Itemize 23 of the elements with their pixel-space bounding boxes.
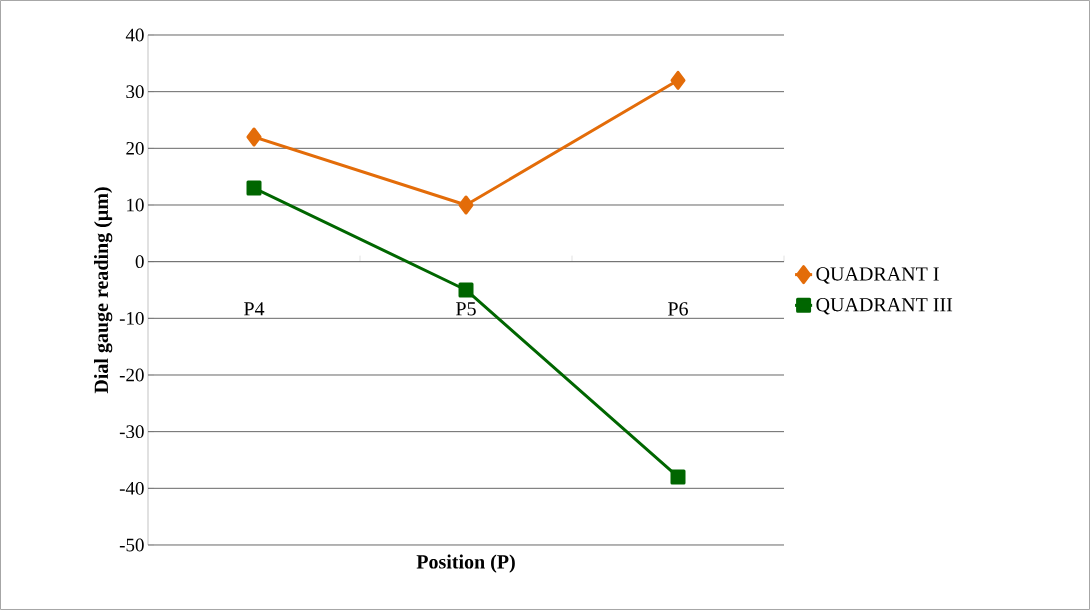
y-tick-label: 30 bbox=[126, 85, 144, 99]
point bbox=[246, 180, 262, 196]
point bbox=[458, 282, 474, 298]
x-tick-label: P6 bbox=[668, 302, 688, 316]
legend-label: QUADRANT III bbox=[816, 297, 953, 315]
x-tick-label: P4 bbox=[244, 302, 265, 316]
point bbox=[458, 195, 474, 215]
y-axis-title: Dial gauge reading (µm) bbox=[93, 187, 113, 394]
legend-label: QUADRANT I bbox=[816, 267, 939, 284]
y-tick-label: 20 bbox=[126, 141, 144, 155]
point bbox=[670, 70, 686, 90]
point bbox=[246, 127, 262, 147]
x-axis-title: Position (P) bbox=[416, 554, 515, 573]
x-tick-label: P5 bbox=[456, 302, 476, 316]
y-tick-label: 0 bbox=[135, 255, 144, 269]
y-tick-label: 10 bbox=[127, 198, 144, 212]
y-tick-label: -40 bbox=[119, 481, 144, 495]
point bbox=[670, 469, 686, 485]
y-tick-label: -30 bbox=[119, 425, 144, 439]
y-tick-label: -50 bbox=[119, 538, 144, 552]
y-tick-label: -10 bbox=[119, 311, 144, 325]
y-tick-label: -20 bbox=[119, 368, 144, 382]
y-tick-label: 40 bbox=[125, 28, 144, 42]
